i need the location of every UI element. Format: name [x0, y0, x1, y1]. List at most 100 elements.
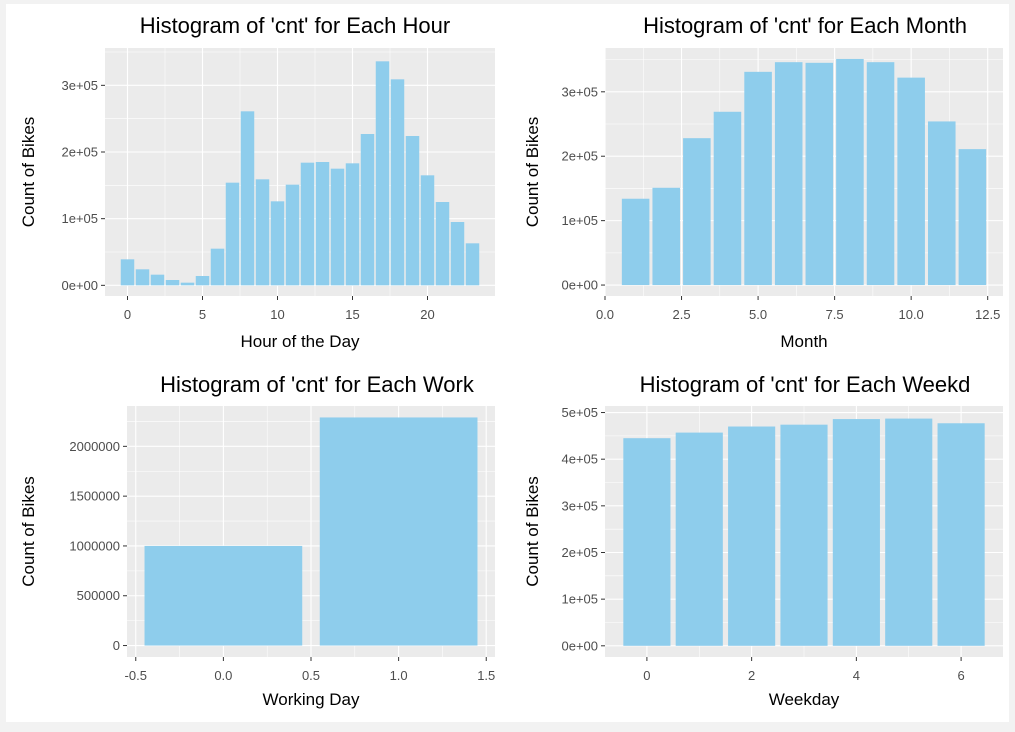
x-tick-label: 5 — [199, 307, 206, 322]
bar-17 — [375, 61, 390, 286]
bar-3 — [165, 280, 180, 286]
bar-18 — [390, 79, 405, 286]
y-axis-title: Count of Bikes — [523, 476, 542, 587]
bar-9 — [866, 62, 895, 286]
chart-title: Histogram of 'cnt' for Each Hour — [140, 13, 450, 38]
y-tick-label: 2000000 — [69, 439, 120, 454]
bar-5 — [195, 276, 210, 286]
x-tick-label: -0.5 — [125, 668, 147, 683]
x-tick-label: 1.0 — [390, 668, 408, 683]
x-tick-label: 5.0 — [749, 307, 767, 322]
chart-panel-1: 0 5 10 15 20 0e+00 1e+05 2e+05 3e+05 Histogram of… — [19, 13, 495, 351]
bar-10 — [270, 201, 285, 286]
bar-4 — [713, 111, 742, 286]
bar-1 — [675, 432, 723, 646]
bar-1 — [135, 269, 150, 286]
bar-12 — [958, 149, 987, 286]
bar-5 — [885, 418, 933, 646]
bar-2 — [652, 187, 681, 286]
x-tick-label: 6 — [957, 668, 964, 683]
y-tick-label: 3e+05 — [561, 498, 598, 513]
bar-11 — [927, 121, 956, 286]
bar-0 — [120, 259, 135, 286]
y-tick-label: 4e+05 — [561, 452, 598, 467]
bar-13 — [315, 162, 330, 286]
y-axis-title: Count of Bikes — [523, 117, 542, 228]
bar-1 — [319, 417, 478, 646]
chart-title: Histogram of 'cnt' for Each Work — [160, 372, 475, 397]
y-tick-label: 2e+05 — [561, 545, 598, 560]
bar-7 — [805, 62, 834, 286]
y-tick-label: 0e+00 — [61, 278, 98, 293]
bar-6 — [774, 62, 803, 286]
x-tick-label: 0.0 — [214, 668, 232, 683]
x-axis-title: Working Day — [263, 690, 360, 709]
y-tick-label: 1e+05 — [561, 592, 598, 607]
y-tick-label: 2e+05 — [61, 145, 98, 160]
x-tick-label: 2 — [748, 668, 755, 683]
y-tick-label: 3e+05 — [561, 84, 598, 99]
y-tick-label: 1e+05 — [61, 211, 98, 226]
bar-6 — [210, 248, 225, 286]
x-tick-label: 4 — [853, 668, 860, 683]
bar-22 — [450, 222, 465, 286]
chart-title: Histogram of 'cnt' for Each Month — [643, 13, 967, 38]
y-tick-label: 0e+00 — [561, 278, 598, 293]
y-axis-title: Count of Bikes — [19, 117, 38, 228]
bar-9 — [255, 179, 270, 286]
x-tick-label: 10.0 — [898, 307, 923, 322]
bar-14 — [330, 168, 345, 286]
bar-12 — [300, 162, 315, 286]
chart-panel-4: 0 2 4 6 0e+00 1e+05 2e+05 3e+05 4e+05 5e+05 Histog… — [523, 372, 1003, 709]
y-tick-label: 1e+05 — [561, 213, 598, 228]
x-tick-label: 0.0 — [596, 307, 614, 322]
y-tick-label: 3e+05 — [61, 78, 98, 93]
chart-panel-3: -0.5 0.0 0.5 1.0 1.5 0 500000 1000000 1500000 200… — [19, 372, 495, 709]
bar-19 — [405, 136, 420, 286]
x-axis-title: Weekday — [769, 690, 840, 709]
x-tick-label: 1.5 — [477, 668, 495, 683]
x-axis-title: Hour of the Day — [240, 332, 360, 351]
y-tick-label: 5e+05 — [561, 405, 598, 420]
bar-2 — [728, 426, 776, 646]
y-tick-label: 500000 — [77, 588, 120, 603]
bar-0 — [144, 545, 303, 646]
x-tick-label: 0.5 — [302, 668, 320, 683]
y-tick-label: 0 — [113, 638, 120, 653]
chart-title: Histogram of 'cnt' for Each Weekd — [640, 372, 971, 397]
y-axis-title: Count of Bikes — [19, 476, 38, 587]
bar-0 — [623, 438, 671, 646]
x-tick-label: 0 — [643, 668, 650, 683]
x-tick-label: 10 — [270, 307, 284, 322]
figure: 0 5 10 15 20 0e+00 1e+05 2e+05 3e+05 Histogram of… — [6, 4, 1009, 722]
x-tick-label: 7.5 — [826, 307, 844, 322]
bar-20 — [420, 175, 435, 286]
bar-10 — [897, 77, 925, 286]
bar-2 — [150, 274, 165, 286]
bar-4 — [180, 282, 195, 286]
bar-21 — [435, 202, 450, 286]
bar-16 — [360, 134, 375, 286]
bar-6 — [937, 423, 985, 646]
y-tick-label: 1000000 — [69, 538, 120, 553]
bar-1 — [621, 198, 650, 286]
bar-4 — [832, 419, 880, 646]
x-tick-label: 0 — [124, 307, 131, 322]
x-axis-title: Month — [780, 332, 827, 351]
chart-panel-2: 0.0 2.5 5.0 7.5 10.0 12.5 0e+00 1e+05 2e+05 3e+05… — [523, 13, 1003, 351]
x-tick-label: 20 — [420, 307, 434, 322]
bar-5 — [744, 71, 772, 286]
bar-3 — [683, 138, 711, 286]
x-tick-label: 12.5 — [975, 307, 1000, 322]
y-tick-label: 1500000 — [69, 489, 120, 504]
bar-8 — [836, 58, 864, 286]
bar-15 — [345, 163, 360, 286]
x-tick-label: 2.5 — [672, 307, 690, 322]
bar-7 — [225, 182, 240, 286]
bar-3 — [780, 424, 828, 646]
bar-8 — [240, 111, 255, 286]
y-tick-label: 0e+00 — [561, 638, 598, 653]
x-tick-label: 15 — [345, 307, 359, 322]
bar-23 — [465, 243, 480, 286]
